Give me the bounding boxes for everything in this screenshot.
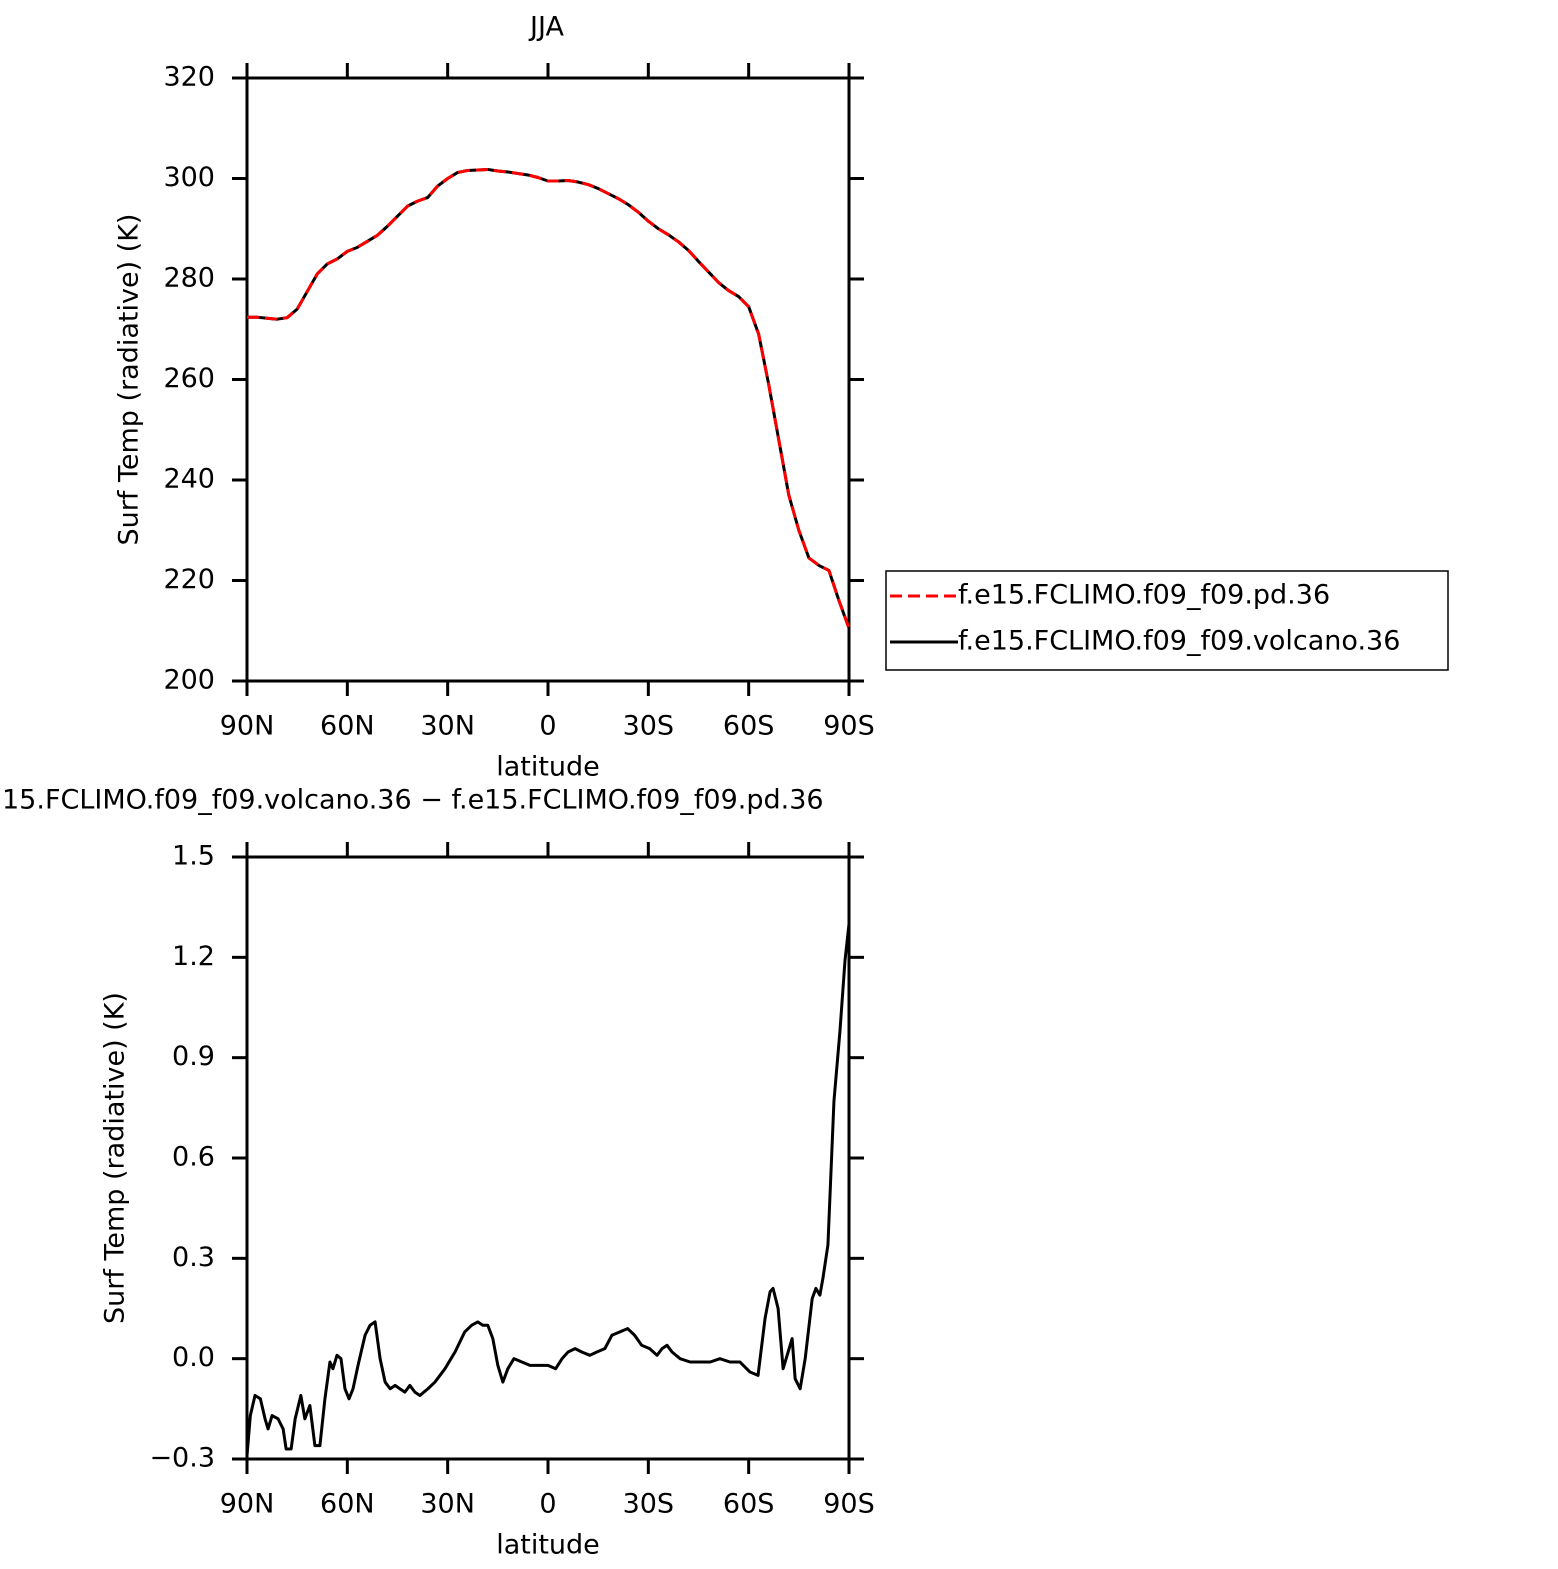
- y-tick-label: 1.5: [172, 841, 215, 872]
- legend-box: [885, 570, 1449, 671]
- x-axis-label: latitude: [496, 752, 600, 783]
- y-tick-label: 1.2: [172, 941, 215, 972]
- x-tick-label: 90N: [220, 1489, 275, 1520]
- chart-title: 15.FCLIMO.f09_f09.volcano.36 − f.e15.FCL…: [2, 785, 824, 816]
- x-tick-label: 90N: [220, 711, 275, 742]
- x-tick-label: 30S: [623, 711, 675, 742]
- y-tick-label: 0.0: [172, 1342, 215, 1373]
- y-tick-label: 220: [163, 564, 215, 595]
- x-tick-label: 0: [539, 1489, 556, 1520]
- y-axis-label: Surf Temp (radiative) (K): [100, 992, 131, 1324]
- y-axis-label: Surf Temp (radiative) (K): [114, 214, 145, 546]
- y-tick-label: 320: [163, 62, 215, 93]
- x-tick-label: 60N: [320, 711, 375, 742]
- x-tick-label: 60S: [723, 1489, 775, 1520]
- y-tick-label: 0.3: [172, 1242, 215, 1273]
- y-tick-label: 260: [163, 363, 215, 394]
- y-tick-label: 280: [163, 263, 215, 294]
- y-tick-label: 240: [163, 464, 215, 495]
- legend-label: f.e15.FCLIMO.f09_f09.volcano.36: [958, 626, 1400, 657]
- x-tick-label: 30N: [420, 711, 475, 742]
- y-tick-label: 300: [163, 162, 215, 193]
- y-tick-label: 200: [163, 665, 215, 696]
- legend-label: f.e15.FCLIMO.f09_f09.pd.36: [958, 580, 1330, 611]
- x-tick-label: 0: [539, 711, 556, 742]
- y-tick-label: 0.6: [172, 1142, 215, 1173]
- line-series: [247, 167, 851, 629]
- x-tick-label: 90S: [823, 1489, 875, 1520]
- plot-frame: [245, 76, 851, 683]
- line-series: [245, 923, 851, 1456]
- x-tick-label: 90S: [823, 711, 875, 742]
- x-tick-label: 60S: [723, 711, 775, 742]
- x-tick-label: 60N: [320, 1489, 375, 1520]
- chart-title: JJA: [528, 12, 564, 43]
- x-axis-label: latitude: [496, 1530, 600, 1561]
- y-tick-label: −0.3: [149, 1443, 215, 1474]
- line-series: [247, 167, 851, 629]
- x-tick-label: 30S: [623, 1489, 675, 1520]
- y-tick-label: 0.9: [172, 1041, 215, 1072]
- x-tick-label: 30N: [420, 1489, 475, 1520]
